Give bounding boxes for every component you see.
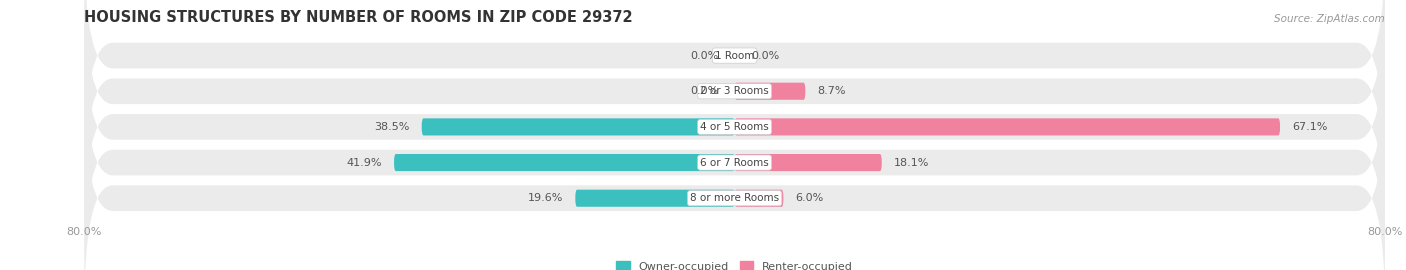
Text: 8.7%: 8.7%: [817, 86, 846, 96]
FancyBboxPatch shape: [394, 154, 735, 171]
Legend: Owner-occupied, Renter-occupied: Owner-occupied, Renter-occupied: [612, 257, 858, 270]
FancyBboxPatch shape: [735, 118, 1279, 136]
FancyBboxPatch shape: [84, 0, 1385, 168]
Text: HOUSING STRUCTURES BY NUMBER OF ROOMS IN ZIP CODE 29372: HOUSING STRUCTURES BY NUMBER OF ROOMS IN…: [84, 10, 633, 25]
Text: 2 or 3 Rooms: 2 or 3 Rooms: [700, 86, 769, 96]
FancyBboxPatch shape: [84, 0, 1385, 203]
Text: 1 Room: 1 Room: [714, 50, 755, 60]
Text: 38.5%: 38.5%: [374, 122, 409, 132]
Text: 19.6%: 19.6%: [527, 193, 564, 203]
FancyBboxPatch shape: [422, 118, 735, 136]
FancyBboxPatch shape: [84, 86, 1385, 270]
Text: 8 or more Rooms: 8 or more Rooms: [690, 193, 779, 203]
FancyBboxPatch shape: [735, 83, 806, 100]
FancyBboxPatch shape: [84, 50, 1385, 270]
Text: 18.1%: 18.1%: [894, 158, 929, 168]
Text: 67.1%: 67.1%: [1292, 122, 1327, 132]
FancyBboxPatch shape: [735, 154, 882, 171]
FancyBboxPatch shape: [735, 190, 783, 207]
Text: 0.0%: 0.0%: [690, 50, 718, 60]
FancyBboxPatch shape: [575, 190, 735, 207]
Text: 0.0%: 0.0%: [690, 86, 718, 96]
Text: 4 or 5 Rooms: 4 or 5 Rooms: [700, 122, 769, 132]
Text: Source: ZipAtlas.com: Source: ZipAtlas.com: [1274, 14, 1385, 23]
Text: 6 or 7 Rooms: 6 or 7 Rooms: [700, 158, 769, 168]
Text: 0.0%: 0.0%: [751, 50, 779, 60]
Text: 41.9%: 41.9%: [346, 158, 382, 168]
FancyBboxPatch shape: [84, 15, 1385, 239]
Text: 6.0%: 6.0%: [796, 193, 824, 203]
